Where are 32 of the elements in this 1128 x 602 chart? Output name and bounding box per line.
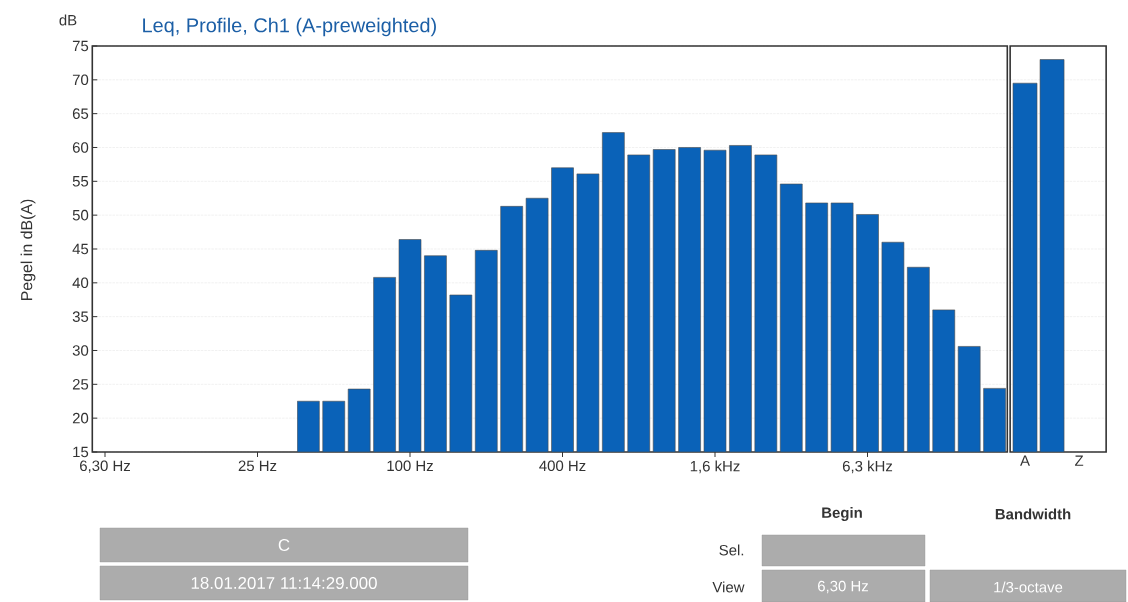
y-tick-label: 40 [72,277,89,289]
x-tick-label: 400 Hz [539,460,586,471]
x-tick-label: Z [1075,455,1084,466]
y-tick-label: 65 [72,108,89,119]
x-tick-label: A [1020,455,1030,466]
text: Begin [822,506,862,521]
y-tick-label: 25 [72,378,89,390]
y-tick-label: 75 [72,40,89,52]
y-tick-label: 15 [73,446,89,458]
x-tick-label: 25 Hz [238,460,277,471]
x-tick-label: 6,3 kHz [842,460,893,474]
y-axis-title: Pegel in dB(A) [20,199,36,300]
y-tick-label: 35 [72,311,89,322]
x-tick-label: 1,6 kHz [690,460,740,474]
y-tick-label: 45 [72,243,89,255]
y-tick-label: 30 [72,345,89,356]
text: 1/3-octave [994,581,1063,593]
text: C [278,538,290,551]
x-tick-label: 6,30 Hz [80,460,130,473]
y-tick-label: 55 [72,176,89,187]
text: dB [59,14,77,26]
y-tick-label: 60 [72,142,89,153]
text: 18.01.2017 11:14:29.000 [191,576,377,589]
text: Bandwidth [995,508,1071,520]
y-tick-label: 20 [72,412,89,424]
chart-title: Leq, Profile, Ch1 (A-preweighted) [143,17,436,37]
y-tick-label: 70 [72,74,89,86]
text: View [712,581,745,593]
text: 6,30 Hz [818,580,868,594]
x-tick-label: 100 Hz [387,460,433,471]
text: Sel. [719,544,744,556]
y-tick-label: 50 [72,209,89,221]
